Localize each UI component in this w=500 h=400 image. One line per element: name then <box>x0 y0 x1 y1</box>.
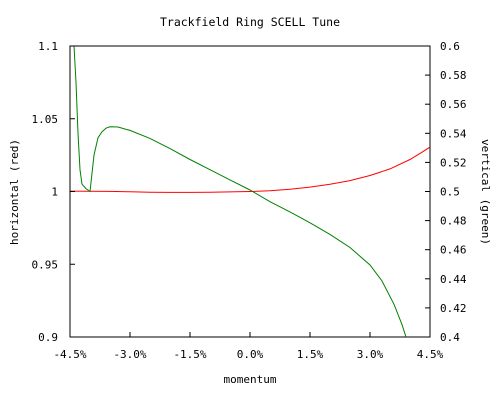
y-left-axis-title: horizontal (red) <box>8 139 21 245</box>
y-right-tick-label: 0.58 <box>440 69 467 82</box>
y-left-tick-label: 0.9 <box>38 331 58 344</box>
y-right-tick-label: 0.48 <box>440 215 467 228</box>
vertical-tune-line <box>73 46 407 337</box>
y-right-tick-label: 0.42 <box>440 302 467 315</box>
y-left-tick-label: 1.05 <box>32 113 59 126</box>
horizontal-tune-line <box>70 146 430 193</box>
x-tick-label: -1.5% <box>173 348 206 361</box>
y-right-axis-title: vertical (green) <box>479 139 492 245</box>
x-tick-label: 4.5% <box>417 348 444 361</box>
y-right-tick-label: 0.56 <box>440 98 467 111</box>
x-axis-title: momentum <box>224 373 277 386</box>
x-tick-label: 3.0% <box>357 348 384 361</box>
chart-title: Trackfield Ring SCELL Tune <box>160 15 340 29</box>
x-tick-label: -4.5% <box>53 348 86 361</box>
y-right-tick-label: 0.46 <box>440 244 467 257</box>
y-left-tick-label: 0.95 <box>32 258 59 271</box>
y-left-tick-label: 1 <box>51 186 58 199</box>
x-tick-label: -3.0% <box>113 348 146 361</box>
y-right-tick-label: 0.44 <box>440 273 467 286</box>
x-tick-label: 0.0% <box>237 348 264 361</box>
y-right-tick-label: 0.5 <box>440 186 460 199</box>
series-layer <box>70 46 430 337</box>
y-right-tick-label: 0.54 <box>440 127 467 140</box>
tick-layer: -4.5% -3.0% -1.5% 0.0% 1.5% 3.0% 4.5% 0.9 0.95 1 1… <box>32 40 467 361</box>
y-left-tick-label: 1.1 <box>38 40 58 53</box>
x-tick-label: 1.5% <box>297 348 324 361</box>
y-right-tick-label: 0.6 <box>440 40 460 53</box>
y-right-tick-label: 0.52 <box>440 156 467 169</box>
y-right-tick-label: 0.4 <box>440 331 460 344</box>
